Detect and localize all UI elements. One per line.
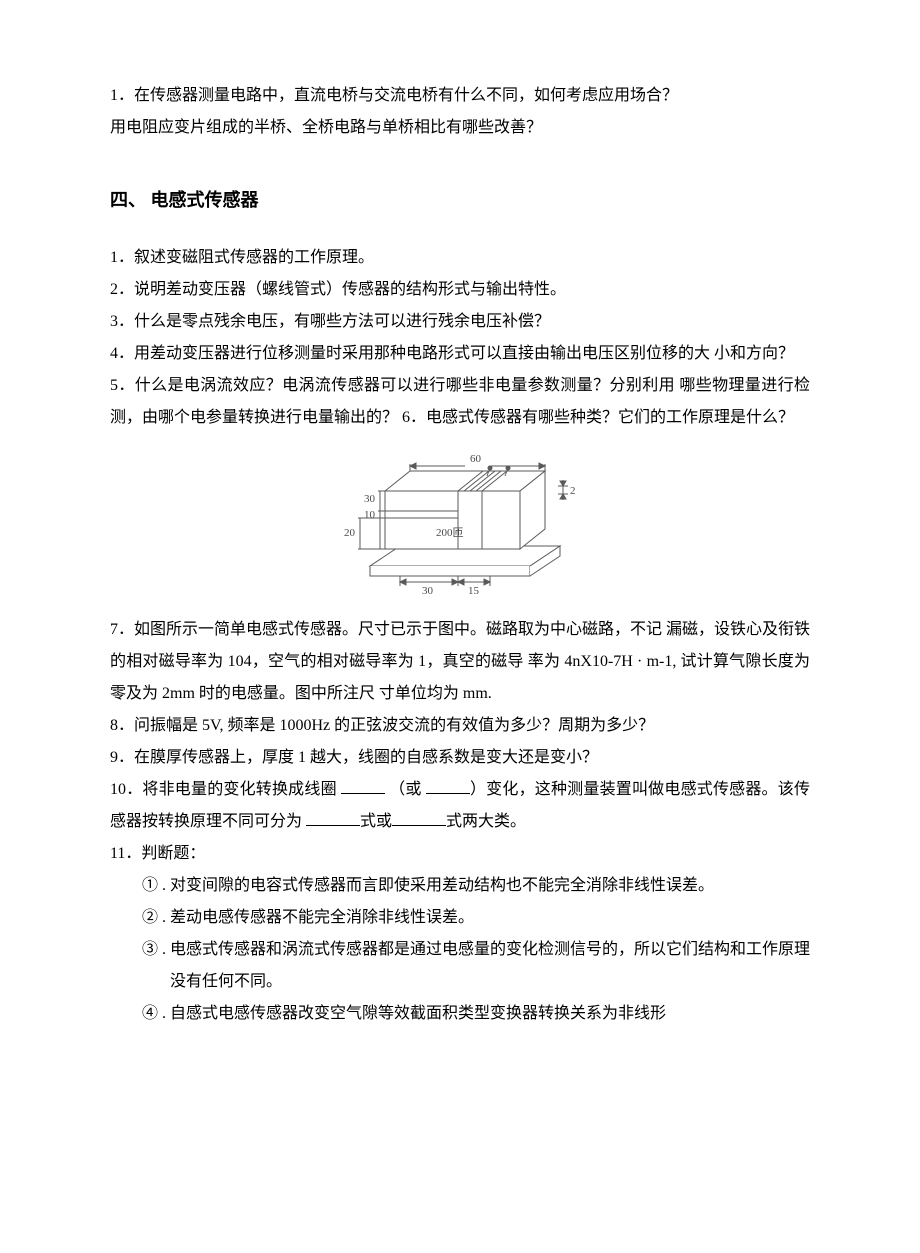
judge-item-2: ② . 差动电感传感器不能完全消除非线性误差。 <box>110 902 810 934</box>
dim-bot-15: 15 <box>468 585 480 596</box>
dim-left-20: 20 <box>344 527 356 539</box>
question-10: 10．将非电量的变化转换成线圈 （或 ）变化，这种测量装置叫做电感式传感器。该传… <box>110 774 810 838</box>
intro-question-line1: 1．在传感器测量电路中，直流电桥与交流电桥有什么不同，如何考虑应用场合？ <box>110 80 810 112</box>
judge-item-4: ④ . 自感式电感传感器改变空气隙等效截面积类型变换器转换关系为非线形 <box>110 998 810 1030</box>
dim-right-2: 2 <box>570 485 576 497</box>
dim-center-200: 200匝 <box>436 527 464 539</box>
question-8: 8．问振幅是 5V, 频率是 1000Hz 的正弦波交流的有效值为多少？周期为多… <box>110 710 810 742</box>
blank-4 <box>392 809 446 826</box>
blank-2 <box>426 777 470 794</box>
dim-left-30: 30 <box>364 493 376 505</box>
q10-text-b: （或 <box>385 781 426 798</box>
dim-left-10: 10 <box>364 509 376 521</box>
question-4: 4．用差动变压器进行位移测量时采用那种电路形式可以直接由输出电压区别位移的大 小… <box>110 338 810 370</box>
question-7: 7．如图所示一简单电感式传感器。尺寸已示于图中。磁路取为中心磁路，不记 漏磁，设… <box>110 614 810 710</box>
section-number: 四、 <box>110 190 146 210</box>
sensor-diagram-container: 60 30 10 20 2 200匝 30 15 <box>110 436 810 608</box>
question-11: 11．判断题： <box>110 838 810 870</box>
q10-text-d: 式或 <box>360 813 392 830</box>
judge-item-3: ③ . 电感式传感器和涡流式传感器都是通过电感量的变化检测信号的，所以它们结构和… <box>110 934 810 998</box>
question-2: 2．说明差动变压器（螺线管式）传感器的结构形式与输出特性。 <box>110 274 810 306</box>
dim-bot-30: 30 <box>422 585 434 596</box>
blank-3 <box>306 809 360 826</box>
document-page: 1．在传感器测量电路中，直流电桥与交流电桥有什么不同，如何考虑应用场合？ 用电阻… <box>0 0 920 1253</box>
blank-1 <box>341 777 385 794</box>
question-5-6: 5．什么是电涡流效应？电涡流传感器可以进行哪些非电量参数测量？分别利用 哪些物理… <box>110 370 810 434</box>
q10-text-e: 式两大类。 <box>446 813 526 830</box>
question-1: 1．叙述变磁阻式传感器的工作原理。 <box>110 242 810 274</box>
sensor-diagram: 60 30 10 20 2 200匝 30 15 <box>330 436 590 596</box>
intro-question-line2: 用电阻应变片组成的半桥、全桥电路与单桥相比有哪些改善？ <box>110 112 810 144</box>
dim-top: 60 <box>470 453 482 465</box>
q10-text-a: 10．将非电量的变化转换成线圈 <box>110 781 341 798</box>
question-3: 3．什么是零点残余电压，有哪些方法可以进行残余电压补偿？ <box>110 306 810 338</box>
judge-item-1: ① . 对变间隙的电容式传感器而言即使采用差动结构也不能完全消除非线性误差。 <box>110 870 810 902</box>
section-title: 电感式传感器 <box>151 190 259 210</box>
section-heading: 四、 电感式传感器 <box>110 186 810 212</box>
question-9: 9．在膜厚传感器上，厚度 1 越大，线圈的自感系数是变大还是变小？ <box>110 742 810 774</box>
question-list: 1．叙述变磁阻式传感器的工作原理。 2．说明差动变压器（螺线管式）传感器的结构形… <box>110 242 810 1030</box>
